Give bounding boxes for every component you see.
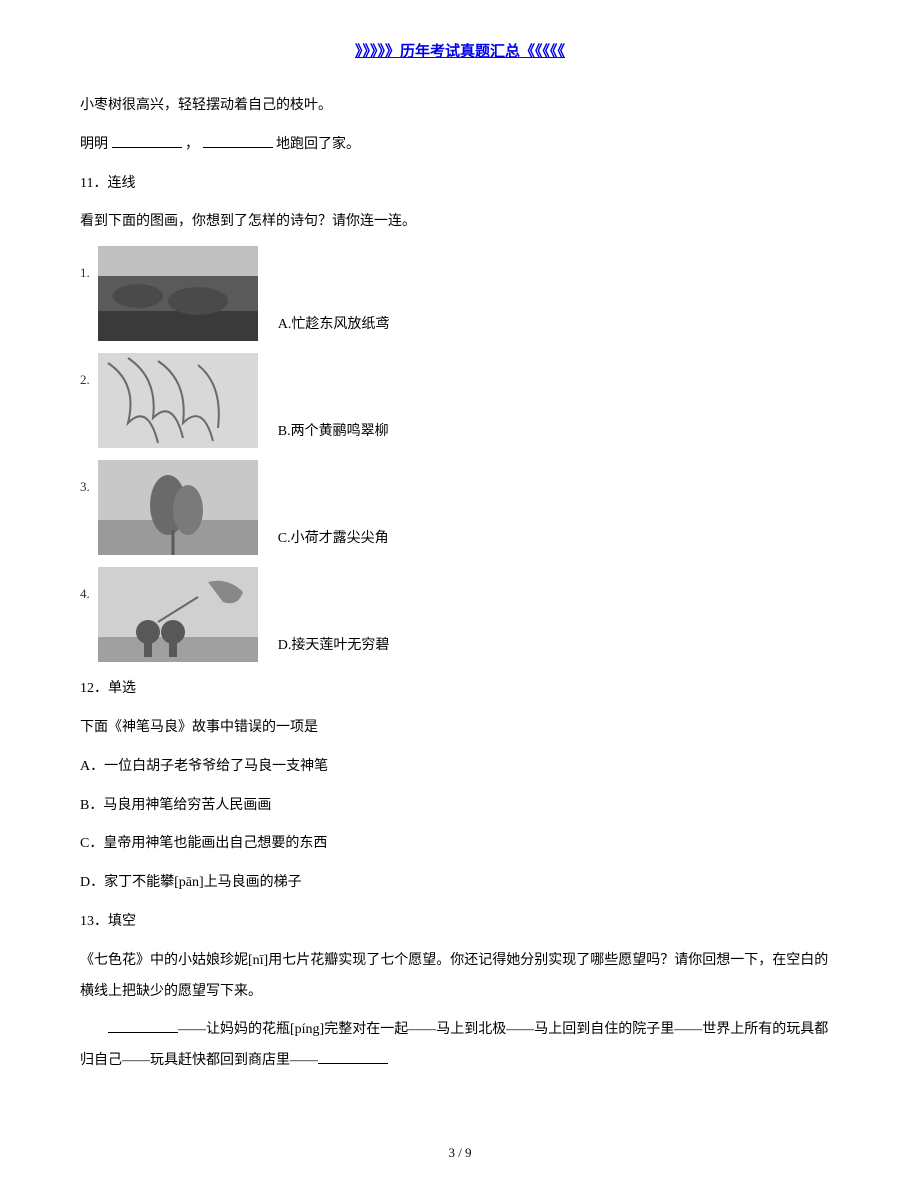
image-placeholder-2	[98, 353, 258, 448]
q13-content: ——让妈妈的花瓶[píng]完整对在一起——马上到北极——马上回到自住的院子里—…	[80, 1015, 840, 1077]
q13-prompt: 《七色花》中的小姑娘珍妮[nī]用七片花瓣实现了七个愿望。你还记得她分别实现了哪…	[80, 946, 840, 1008]
image-placeholder-4	[98, 567, 258, 662]
image-placeholder-3	[98, 460, 258, 555]
body-line-1: 小枣树很高兴，轻轻摆动着自己的枝叶。	[80, 91, 840, 122]
image-placeholder-1	[98, 246, 258, 341]
image-num-1: 1.	[80, 265, 90, 281]
body-line-2: 明明 ， 地跑回了家。	[80, 130, 840, 161]
blank-2	[203, 134, 273, 148]
page-footer: 3 / 9	[0, 1145, 920, 1161]
q11-prompt: 看到下面的图画，你想到了怎样的诗句？请你连一连。	[80, 207, 840, 238]
q12-option-d: D．家丁不能攀[pān]上马良画的梯子	[80, 868, 840, 899]
q12-option-b: B．马良用神笔给穷苦人民画画	[80, 791, 840, 822]
line2-prefix: 明明	[80, 137, 108, 152]
image-num-3: 3.	[80, 479, 90, 495]
image-label-4: D.接天莲叶无穷碧	[278, 634, 390, 654]
q13-text: ——让妈妈的花瓶[píng]完整对在一起——马上到北极——马上回到自住的院子里—…	[80, 1022, 828, 1068]
blank-4	[318, 1050, 388, 1064]
image-item-2: 2. B.两个黄鹂鸣翠柳	[80, 353, 840, 448]
q12-prompt: 下面《神笔马良》故事中错误的一项是	[80, 713, 840, 744]
line2-mid: ，	[185, 137, 199, 152]
image-label-3: C.小荷才露尖尖角	[278, 527, 389, 547]
q13-number: 13．填空	[80, 907, 840, 938]
image-item-1: 1. A.忙趁东风放纸鸢	[80, 246, 840, 341]
image-num-4: 4.	[80, 586, 90, 602]
image-label-1: A.忙趁东风放纸鸢	[278, 313, 390, 333]
header-link-container: 》》》》》历年考试真题汇总《《《《《	[80, 40, 840, 61]
blank-1	[112, 134, 182, 148]
image-item-3: 3. C.小荷才露尖尖角	[80, 460, 840, 555]
q11-number: 11．连线	[80, 169, 840, 200]
q12-option-c: C．皇帝用神笔也能画出自己想要的东西	[80, 829, 840, 860]
line2-suffix: 地跑回了家。	[276, 137, 360, 152]
q12-option-a: A．一位白胡子老爷爷给了马良一支神笔	[80, 752, 840, 783]
q12-number: 12．单选	[80, 674, 840, 705]
image-label-2: B.两个黄鹂鸣翠柳	[278, 420, 389, 440]
blank-3	[108, 1019, 178, 1033]
header-link[interactable]: 》》》》》历年考试真题汇总《《《《《	[355, 44, 565, 60]
image-num-2: 2.	[80, 372, 90, 388]
image-item-4: 4. D.接天莲叶无穷碧	[80, 567, 840, 662]
